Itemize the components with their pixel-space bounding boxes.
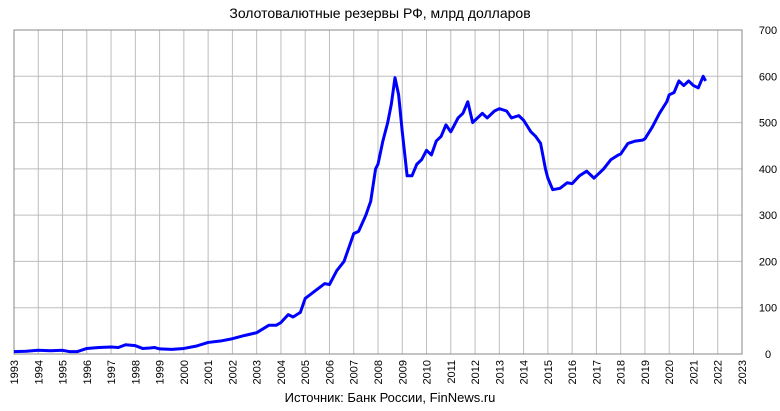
data-line [13,74,707,354]
x-tick-label: 2003 [252,360,264,384]
x-tick-label: 2019 [640,360,652,384]
x-tick-label: 2002 [227,360,239,384]
x-tick-label: 2006 [324,360,336,384]
y-tick-label: 500 [759,118,777,130]
y-tick-label: 400 [759,164,777,176]
x-tick-label: 2010 [422,360,434,384]
x-tick-label: 2023 [737,360,749,384]
x-tick-label: 1997 [106,360,118,384]
x-tick-label: 2018 [616,360,628,384]
x-tick-label: 1999 [155,360,167,384]
x-tick-label: 2005 [300,360,312,384]
x-tick-label: 2001 [203,360,215,384]
y-tick-label: 300 [759,210,777,222]
x-tick-label: 1995 [58,360,70,384]
chart-title: Золотовалютные резервы РФ, млрд долларов [229,5,530,21]
x-tick-label: 2020 [664,360,676,384]
x-tick-label: 2009 [397,360,409,384]
y-tick-label: 0 [765,349,771,361]
x-tick-label: 2012 [470,360,482,384]
x-tick-label: 2008 [373,360,385,384]
y-tick-label: 100 [759,303,777,315]
x-tick-label: 1996 [82,360,94,384]
x-tick-label: 2015 [543,360,555,384]
x-tick-label: 2016 [567,360,579,384]
x-tick-label: 2022 [713,360,725,384]
y-tick-label: 200 [759,256,777,268]
x-tick-label: 1993 [9,360,21,384]
x-tick-label: 2013 [494,360,506,384]
x-tick-label: 2011 [446,360,458,384]
y-tick-label: 600 [759,71,777,83]
x-tick-label: 2021 [688,360,700,384]
x-tick-label: 1998 [130,360,142,384]
source: Источник: Банк России, FinNews.ru [285,390,496,405]
x-tick-label: 1994 [33,360,45,384]
plot-frame [13,29,743,355]
x-tick-label: 2014 [519,360,531,384]
x-tick-label: 2000 [179,360,191,384]
x-tick-label: 2017 [591,360,603,384]
x-tick-label: 2007 [349,360,361,384]
x-tick-label: 2004 [276,360,288,384]
y-tick-label: 700 [759,25,777,37]
